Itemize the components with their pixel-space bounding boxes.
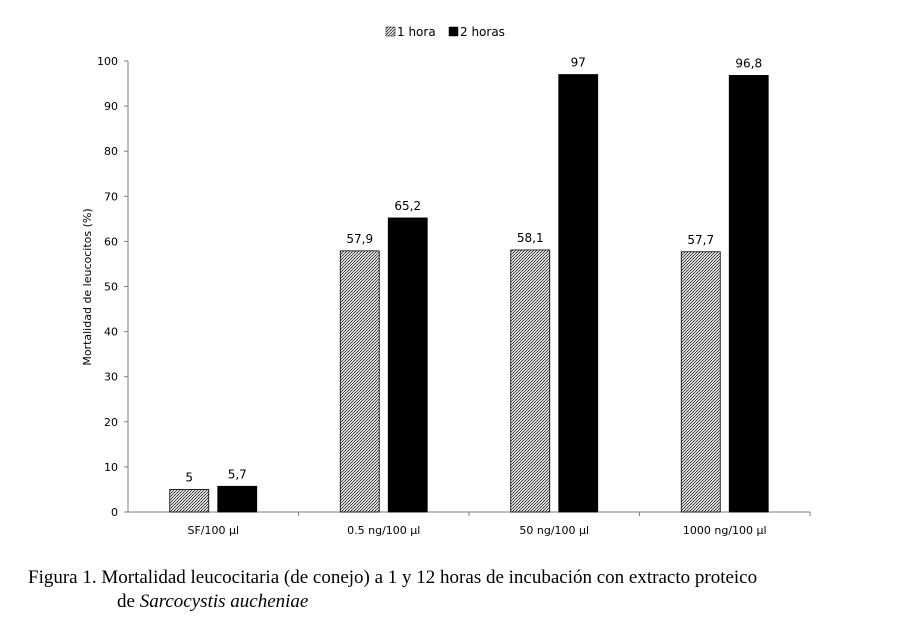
bar-1-hora xyxy=(510,249,551,513)
bar-chart: 1 hora 2 horas 0 10 20 30 40 50 60 70 80 90 100 SF/1… xyxy=(81,25,811,537)
data-label: 57,9 xyxy=(346,232,373,246)
y-tick-label: 60 xyxy=(104,235,118,248)
bar-2-horas xyxy=(387,217,428,513)
y-tick-label: 0 xyxy=(111,506,118,519)
data-label: 58,1 xyxy=(517,231,544,245)
y-axis-label: Mortalidad de leucocitos (%) xyxy=(81,208,94,365)
y-tick-label: 50 xyxy=(104,281,118,294)
bar-2-horas xyxy=(217,485,258,513)
x-tick-label: 0.5 ng/100 µl xyxy=(347,524,420,537)
figure-caption: Figura 1. Mortalidad leucocitaria (de co… xyxy=(28,566,888,614)
caption-line-2: de Sarcocystis aucheniae xyxy=(28,590,888,614)
data-label: 5 xyxy=(185,470,193,484)
x-tick-label: 50 ng/100 µl xyxy=(519,524,589,537)
y-tick-label: 90 xyxy=(104,100,118,113)
bar-1-hora xyxy=(680,251,721,513)
axes: 0 10 20 30 40 50 60 70 80 90 100 SF/100 µl 0.5 ng/10… xyxy=(97,55,811,537)
bar-2-horas xyxy=(728,75,769,513)
caption-line-1: Figura 1. Mortalidad leucocitaria (de co… xyxy=(28,567,758,588)
bar-2-horas xyxy=(558,74,599,513)
legend-swatch xyxy=(448,26,459,37)
bar-1-hora xyxy=(169,489,210,513)
y-tick-label: 20 xyxy=(104,416,118,429)
y-tick-label: 10 xyxy=(104,461,118,474)
legend: 1 hora 2 horas xyxy=(385,25,505,39)
x-tick-label: SF/100 µl xyxy=(187,524,239,537)
bar-1-hora xyxy=(339,250,380,513)
y-tick-label: 30 xyxy=(104,371,118,384)
y-tick-label: 40 xyxy=(104,326,118,339)
x-tick-label: 1000 ng/100 µl xyxy=(683,524,767,537)
data-label: 96,8 xyxy=(735,56,762,70)
legend-swatch xyxy=(385,26,396,37)
legend-label: 2 horas xyxy=(460,25,505,39)
data-label: 65,2 xyxy=(394,199,421,213)
y-tick-label: 70 xyxy=(104,190,118,203)
data-label: 5,7 xyxy=(228,467,247,481)
caption-species: Sarcocystis aucheniae xyxy=(139,591,309,612)
y-tick-label: 100 xyxy=(97,55,118,68)
data-label: 97 xyxy=(571,56,586,70)
y-tick-label: 80 xyxy=(104,145,118,158)
data-label: 57,7 xyxy=(687,233,714,247)
bars: 5 5,7 57,9 65,2 58,1 97 57,7 96,8 xyxy=(169,56,769,513)
caption-prefix: de xyxy=(117,591,140,612)
legend-label: 1 hora xyxy=(397,25,436,39)
